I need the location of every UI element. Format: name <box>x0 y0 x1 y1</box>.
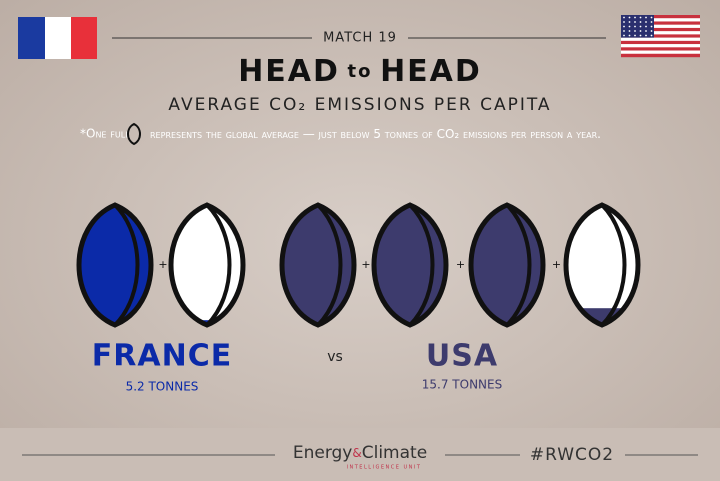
ball-outline <box>563 202 641 328</box>
logo: Energy&Climate <box>293 443 427 463</box>
flag-stripe <box>621 50 700 54</box>
ball-outline <box>468 202 546 328</box>
ball <box>371 202 449 328</box>
flag-france <box>18 17 97 59</box>
vs-label: vs <box>327 349 343 365</box>
ball-outline <box>76 202 154 328</box>
flag-star <box>628 16 631 19</box>
ball-seam <box>505 203 532 327</box>
flag-stripe <box>621 44 700 48</box>
note-prefix: *One full <box>80 127 130 141</box>
flag-star <box>634 21 636 23</box>
title: HEAD to HEAD <box>238 54 482 89</box>
title-part: to <box>348 61 373 82</box>
ball-seam <box>408 203 435 327</box>
flag-star <box>645 16 647 19</box>
flag-usa <box>621 15 700 58</box>
ball <box>76 202 154 328</box>
flag-star <box>628 34 631 37</box>
ball-seam <box>113 203 140 327</box>
flag-star <box>650 21 653 23</box>
flag-star <box>623 25 625 28</box>
flag-star <box>650 25 653 28</box>
note-unit: 5 <box>373 127 381 141</box>
flag-star <box>623 21 625 23</box>
plus: + <box>361 258 370 271</box>
flag-star <box>634 25 636 28</box>
note-ball-icon <box>127 122 141 146</box>
team-tonnes: 5.2 TONNES <box>126 380 199 394</box>
hashtag: #RWCO2 <box>530 445 614 465</box>
subtitle: AVERAGE CO₂ EMISSIONS PER CAPITA <box>168 95 551 115</box>
flag-stripe <box>621 15 700 19</box>
flag-star <box>639 25 642 28</box>
flag-canton <box>621 15 654 38</box>
title-part: HEAD <box>380 54 482 89</box>
flag-star <box>650 16 653 19</box>
flag-star <box>628 25 631 28</box>
plus: + <box>158 258 167 271</box>
flag-star <box>623 34 625 37</box>
ball-seam <box>316 203 343 327</box>
flag-stripe <box>621 21 700 25</box>
note-text: represents the global average — just bel… <box>150 127 601 141</box>
ball <box>168 202 246 328</box>
flag-stripe <box>621 18 700 22</box>
flag-star <box>650 34 653 37</box>
ball-outline <box>279 202 357 328</box>
flag-star <box>645 34 647 37</box>
flag-stripe <box>621 27 700 32</box>
team-name: FRANCE <box>92 339 232 374</box>
team-name: USA <box>426 339 498 374</box>
match-label: MATCH 19 <box>323 31 397 46</box>
flag-star <box>639 16 642 19</box>
flag-star <box>623 30 625 32</box>
flag-star <box>623 16 625 19</box>
flag-star <box>628 30 631 32</box>
team-tonnes: 15.7 TONNES <box>422 378 502 392</box>
flag-star <box>639 34 642 37</box>
note-suffix: tonnes of CO₂ emissions per person a yea… <box>384 127 601 141</box>
ball-seam <box>600 203 627 327</box>
flag-star <box>645 21 647 23</box>
plus: + <box>456 258 465 271</box>
flag-stripe <box>621 31 700 35</box>
flag-stripe <box>621 47 700 51</box>
ball <box>279 202 357 328</box>
flag-star <box>634 30 636 32</box>
plus: + <box>552 258 561 271</box>
flag-star <box>639 21 642 23</box>
flag-star <box>634 34 636 37</box>
flag-stripe <box>621 53 700 58</box>
logo-sub: INTELLIGENCE UNIT <box>347 465 422 471</box>
flag-star <box>639 30 642 32</box>
flag-star <box>628 21 631 23</box>
title-part: HEAD <box>238 54 340 89</box>
ball <box>468 202 546 328</box>
ball-seam <box>205 203 232 327</box>
flag-stripe <box>621 34 700 38</box>
flag-star <box>634 16 636 19</box>
flag-stripe <box>621 37 700 42</box>
ball-outline <box>168 202 246 328</box>
note-middle: represents the global average — just bel… <box>150 127 370 141</box>
flag-stripe <box>621 40 700 45</box>
ball-outline <box>371 202 449 328</box>
flag-star <box>650 30 653 32</box>
flag-stripe <box>621 24 700 29</box>
balls: + + + + <box>76 202 641 328</box>
logo-part: & <box>352 446 361 460</box>
logo-part: Climate <box>362 443 427 463</box>
flag-star <box>645 30 647 32</box>
flag-star <box>645 25 647 28</box>
logo-part: Energy <box>293 443 353 463</box>
